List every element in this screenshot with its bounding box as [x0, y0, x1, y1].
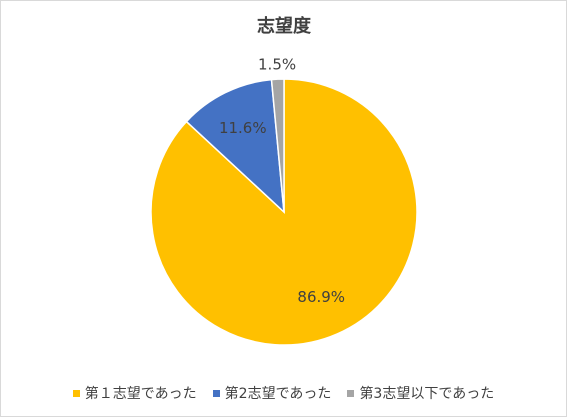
- legend-label: 第3志望以下であった: [359, 386, 495, 402]
- data-label: 11.6%: [219, 119, 267, 137]
- chart: 志望度 86.9% 11.6% 1.5%: [150, 15, 418, 346]
- legend-swatch: [347, 389, 355, 397]
- legend-item: 第１志望であった: [72, 383, 197, 403]
- legend-swatch: [72, 389, 80, 397]
- legend-item: 第3志望以下であった: [347, 383, 494, 403]
- pie-slice: [185, 78, 285, 214]
- legend-label: 第2志望であった: [224, 386, 332, 402]
- legend-swatch: [212, 389, 220, 397]
- chart-title: 志望度: [257, 15, 312, 37]
- legend: 第１志望であった 第2志望であった 第3志望以下であった: [1, 383, 566, 403]
- data-label: 86.9%: [297, 288, 345, 306]
- pie-slice: [270, 78, 285, 213]
- legend-item: 第2志望であった: [212, 383, 332, 403]
- data-label: 1.5%: [258, 56, 296, 74]
- legend-label: 第１志望であった: [84, 386, 197, 402]
